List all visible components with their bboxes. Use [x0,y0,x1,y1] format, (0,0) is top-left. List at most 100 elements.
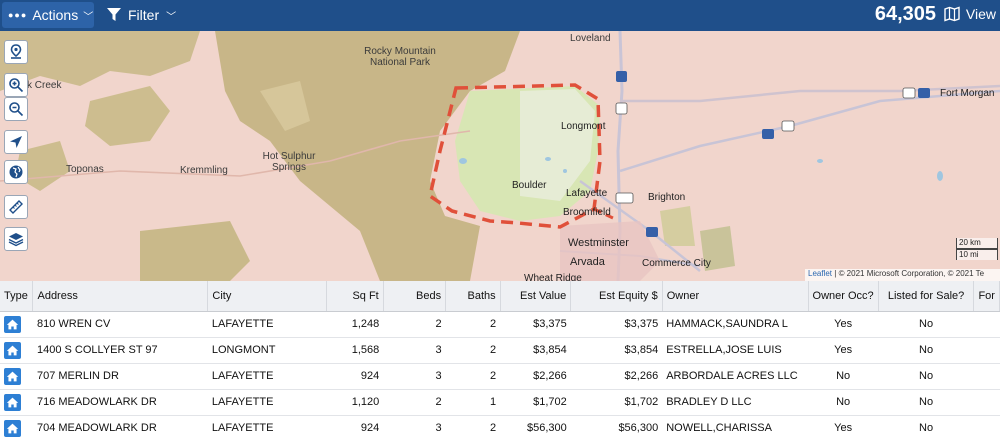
column-header-sqft[interactable]: Sq Ft [326,281,384,312]
result-count: 64,305 [874,3,936,25]
map-label-westminster: Westminster [568,237,629,249]
owner-occ-cell: No [836,370,851,382]
navigation-arrow-icon [10,136,22,148]
map-canvas[interactable]: Loveland Rocky Mountain National Park k … [0,31,1000,281]
address-cell: 1400 S COLLYER ST 97 [36,344,158,356]
chevron-down-icon: ﹀ [83,11,94,23]
column-header-owner-occ[interactable]: Owner Occ? [808,281,879,312]
map-label-boulder: Boulder [512,180,547,191]
listed-for-sale-cell: No [919,344,934,356]
owner-occ-cell: No [836,396,851,408]
leaflet-link[interactable]: Leaflet [808,269,833,278]
map-label-rocky-mountain: Rocky Mountain [364,46,436,57]
est-equity-cell: $2,266 [624,370,659,382]
sqft-cell: 924 [360,422,380,434]
filter-funnel-icon [107,8,121,21]
my-location-button[interactable] [4,130,28,154]
est-value-cell: $56,300 [527,422,567,434]
column-header-listed-for-sale[interactable]: Listed for Sale? [878,281,975,312]
map-label-hot-sulphur-springs: Hot Sulphur Springs [257,151,321,173]
column-header-address[interactable]: Address [32,281,209,312]
baths-cell: 1 [490,396,497,408]
est-equity-cell: $1,702 [624,396,659,408]
owner-occ-cell: Yes [834,318,853,330]
actions-button[interactable]: ●●● Actions ﹀ [2,2,94,28]
house-icon [4,367,21,385]
owner-cell: ARBORDALE ACRES LLC [666,370,798,382]
layers-button[interactable] [4,227,28,251]
table-row[interactable]: 704 MEADOWLARK DR LAFAYETTE 924 3 2 $56,300 $5… [0,415,1000,440]
address-cell: 707 MERLIN DR [36,370,119,382]
map-label-loveland: Loveland [570,33,611,44]
house-icon [4,393,21,411]
baths-cell: 2 [490,422,497,434]
location-pin-icon [10,44,22,59]
beds-cell: 3 [435,370,442,382]
view-button[interactable]: View [944,6,996,22]
city-cell: LAFAYETTE [211,396,274,408]
location-pin-button[interactable] [4,40,28,64]
table-row[interactable]: 1400 S COLLYER ST 97 LONGMONT 1,568 3 2 $3,85… [0,337,1000,363]
type-cell [0,311,33,337]
house-icon [4,341,21,359]
map-scale: 20 km 10 mi [956,238,998,260]
owner-occ-cell: Yes [834,422,853,434]
chevron-down-icon: ﹀ [166,11,177,23]
table-header-row: Type Address City Sq Ft Beds Baths Est V… [0,281,1000,312]
city-cell: LAFAYETTE [211,422,274,434]
column-header-type[interactable]: Type [0,281,34,312]
filter-label: Filter [128,7,160,23]
for-cell [974,363,1000,389]
est-equity-cell: $3,375 [624,318,659,330]
sqft-cell: 924 [360,370,380,382]
est-value-cell: $3,375 [533,318,567,330]
owner-cell: BRADLEY D LLC [666,396,752,408]
filter-button[interactable]: Filter ﹀ [106,4,176,26]
est-value-cell: $1,702 [533,396,567,408]
sqft-cell: 1,248 [351,318,380,330]
est-value-cell: $2,266 [533,370,567,382]
actions-label: Actions [32,7,79,23]
globe-button[interactable] [4,160,28,184]
map-basemap [0,31,1000,281]
city-cell: LAFAYETTE [211,370,274,382]
sqft-cell: 1,568 [351,344,380,356]
attribution-text: | © 2021 Microsoft Corporation, © 2021 T… [834,269,985,278]
zoom-out-button[interactable] [4,97,28,121]
type-cell [0,389,33,415]
globe-icon [9,165,23,179]
map-label-lafayette: Lafayette [566,188,608,199]
beds-cell: 3 [435,344,442,356]
map-label-springs: Springs [272,162,306,173]
column-header-baths[interactable]: Baths [445,281,501,312]
map-label-wheat-ridge: Wheat Ridge [524,273,582,281]
column-header-city[interactable]: City [207,281,328,312]
column-header-for[interactable]: For [973,281,1000,312]
map-view-icon [944,6,960,22]
listed-for-sale-cell: No [919,318,934,330]
baths-cell: 2 [490,344,497,356]
map-label-arvada: Arvada [570,256,605,268]
column-header-owner[interactable]: Owner [662,281,809,312]
zoom-in-button[interactable] [4,73,28,97]
table-row[interactable]: 716 MEADOWLARK DR LAFAYETTE 1,120 2 1 $1,702 $… [0,389,1000,415]
type-cell [0,337,33,363]
baths-cell: 2 [490,370,497,382]
listed-for-sale-cell: No [919,396,934,408]
table-row[interactable]: 707 MERLIN DR LAFAYETTE 924 3 2 $2,266 $2,266 A… [0,363,1000,389]
map-label-broomfield: Broomfield [563,207,611,218]
beds-cell: 2 [435,396,442,408]
house-icon [4,419,21,437]
table-row[interactable]: 810 WREN CV LAFAYETTE 1,248 2 2 $3,375 $3,375 H… [0,311,1000,337]
column-header-beds[interactable]: Beds [383,281,447,312]
measure-ruler-button[interactable] [4,195,28,219]
house-icon [4,315,21,333]
map-label-rocky-mountain-np: Rocky Mountain National Park [364,46,436,68]
map-label-toponas: Toponas [66,164,104,175]
column-header-est-equity[interactable]: Est Equity $ [570,281,663,312]
ruler-icon [9,200,23,214]
for-cell [974,415,1000,440]
city-cell: LONGMONT [211,344,276,356]
column-header-est-value[interactable]: Est Value [500,281,572,312]
for-cell [974,337,1000,363]
